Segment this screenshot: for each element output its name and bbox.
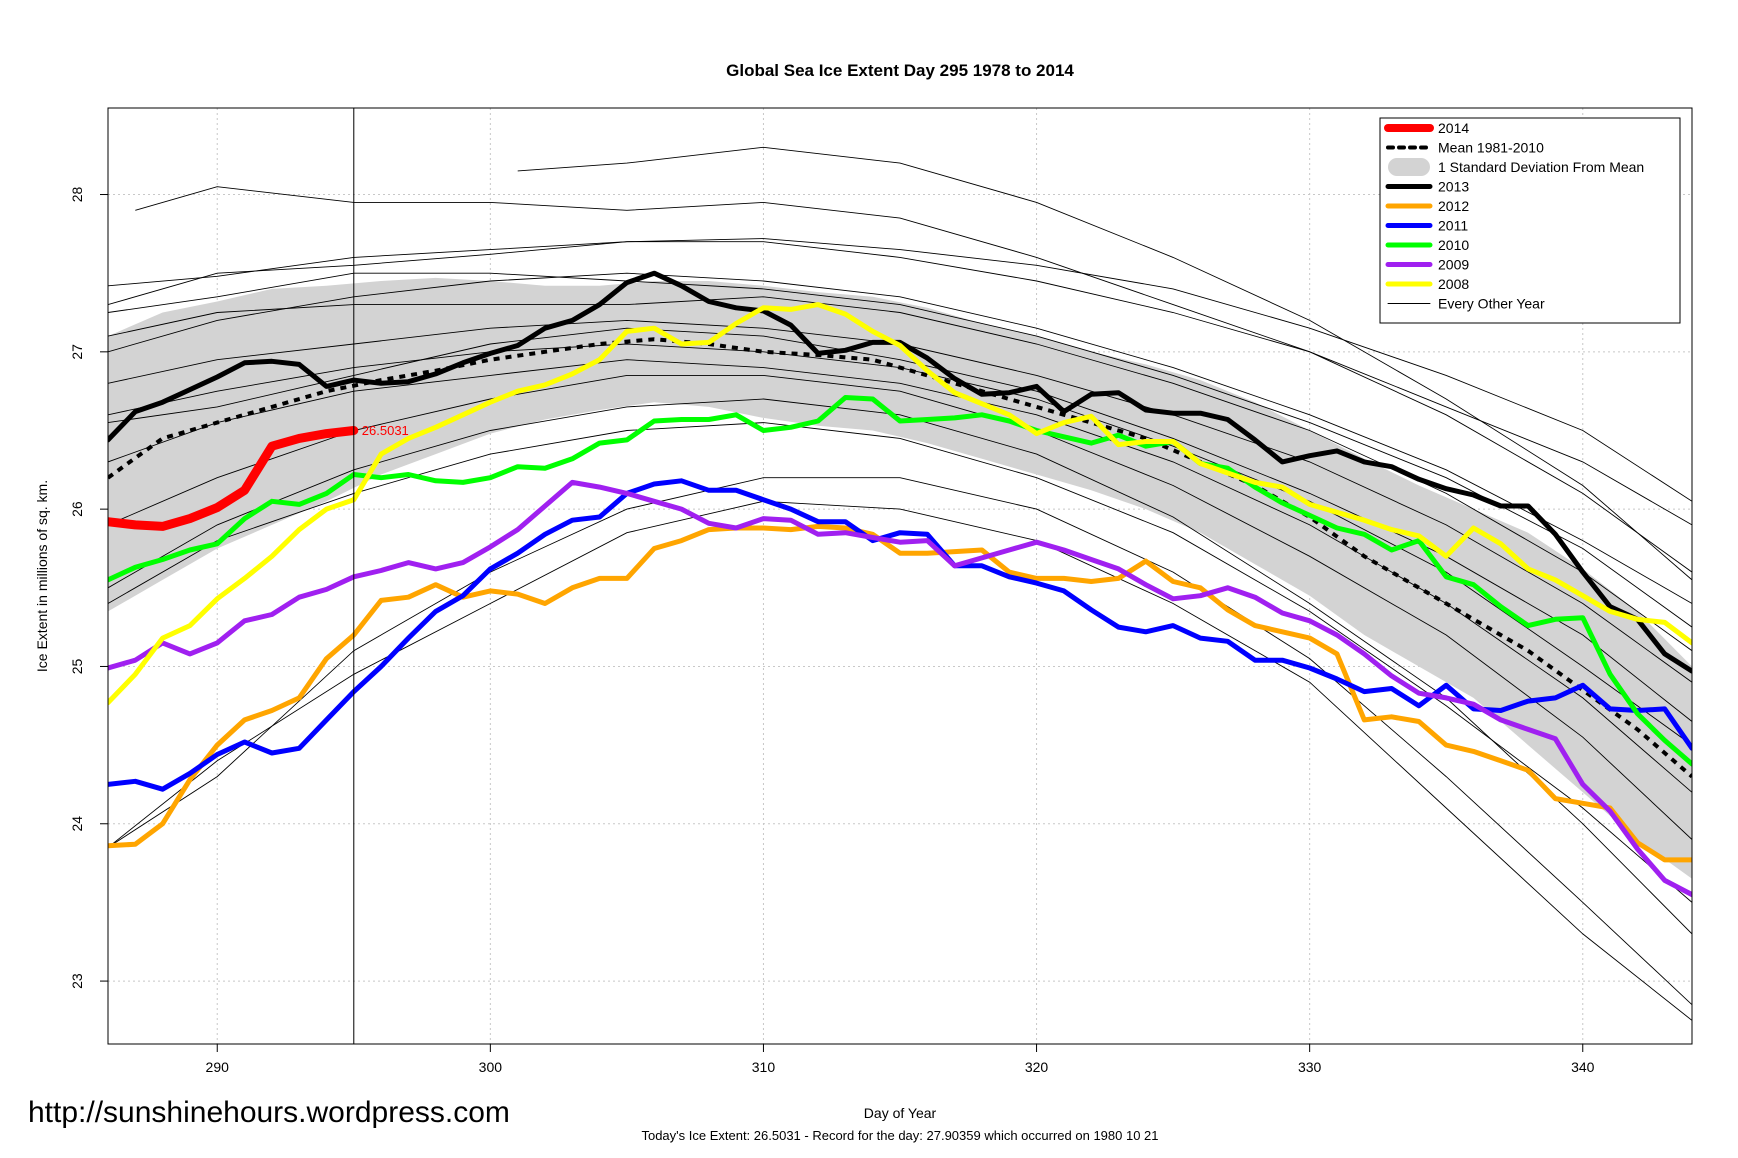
y-axis-label: Ice Extent in millions of sq. km. [34, 480, 50, 672]
legend-label: 2010 [1438, 237, 1469, 253]
y-tick-label: 27 [69, 344, 85, 360]
plot-frame [107, 107, 1693, 1045]
y-tick-label: 24 [69, 816, 85, 832]
x-tick-label: 310 [752, 1059, 776, 1075]
y-tick-label: 28 [69, 187, 85, 203]
legend-label: Every Other Year [1438, 296, 1545, 312]
y-tick-label: 23 [69, 973, 85, 989]
y-tick-label: 25 [69, 658, 85, 674]
series-2013-line [108, 270, 1692, 674]
legend-label: 2014 [1438, 120, 1469, 136]
x-axis-label: Day of Year [864, 1105, 937, 1121]
legend-label: 2012 [1438, 198, 1469, 214]
legend-label: 1 Standard Deviation From Mean [1438, 159, 1644, 175]
chart-subtitle: Today's Ice Extent: 26.5031 - Record for… [641, 1128, 1158, 1143]
series-2014-line [108, 426, 359, 531]
legend-box [1379, 117, 1681, 324]
legend-label: Mean 1981-2010 [1438, 140, 1544, 156]
series-2011-line [108, 478, 1692, 792]
series-2008-line [108, 302, 1692, 706]
series-2009-line [108, 479, 1692, 898]
chart-title: Global Sea Ice Extent Day 295 1978 to 20… [726, 61, 1074, 80]
legend-label: 2011 [1438, 218, 1468, 234]
x-tick-label: 330 [1298, 1059, 1322, 1075]
series-2010-line [108, 395, 1692, 767]
watermark-url: http://sunshinehours.wordpress.com [28, 1096, 510, 1129]
legend-label: 2013 [1438, 179, 1469, 195]
legend: 2014 Mean 1981-2010 1 Standard Deviation F… [1379, 117, 1681, 324]
x-tick-label: 290 [206, 1059, 230, 1075]
mean-line [108, 337, 1692, 779]
y-tick-label: 26 [69, 501, 85, 517]
other-year-line [517, 146, 1692, 581]
x-tick-label: 300 [479, 1059, 503, 1075]
x-axis: 290 300 310 320 330 340 [206, 1044, 1595, 1075]
x-tick-label: 340 [1571, 1059, 1595, 1075]
legend-label: 2008 [1438, 276, 1469, 292]
current-value-annotation: 26.5031 [362, 423, 409, 438]
legend-label: 2009 [1438, 257, 1469, 273]
x-tick-label: 320 [1025, 1059, 1049, 1075]
y-axis: 23 24 25 26 27 28 [69, 187, 108, 989]
legend-swatch [1388, 158, 1430, 176]
series-2012-line [108, 523, 1692, 863]
